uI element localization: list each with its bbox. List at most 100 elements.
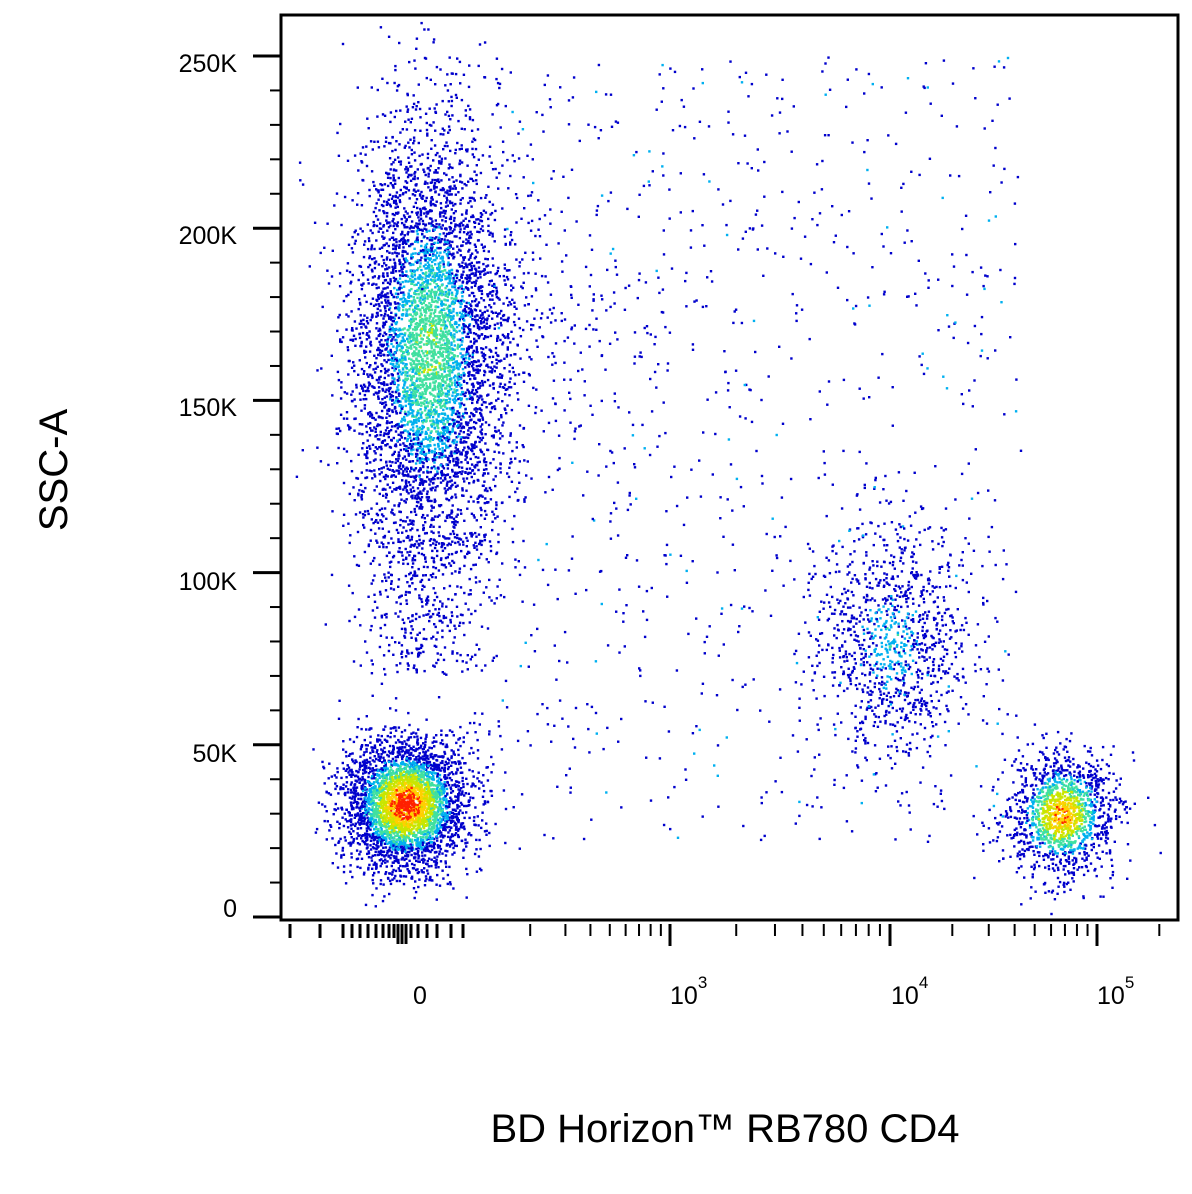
event-dot	[413, 194, 417, 197]
event-dot	[416, 386, 419, 389]
event-dot	[375, 485, 378, 488]
event-dot	[430, 139, 433, 142]
event-dot	[457, 248, 461, 251]
event-dot	[403, 265, 406, 269]
event-dot	[395, 412, 398, 415]
event-dot	[456, 585, 459, 588]
event-dot	[398, 425, 401, 428]
event-dot	[475, 173, 478, 177]
event-dot	[416, 447, 420, 450]
event-dot	[441, 187, 445, 190]
event-dot	[535, 111, 538, 114]
event-dot	[443, 240, 447, 243]
event-dot	[488, 155, 491, 158]
event-dot	[351, 591, 354, 595]
event-dot	[370, 624, 373, 628]
event-dot	[424, 406, 427, 410]
event-dot	[405, 466, 408, 469]
event-dot	[465, 301, 468, 305]
event-dot	[381, 231, 385, 234]
event-dot	[460, 361, 464, 364]
event-dot	[419, 312, 423, 315]
event-dot	[425, 211, 428, 214]
event-dot	[409, 470, 412, 473]
event-dot	[381, 265, 384, 268]
event-dot	[441, 404, 444, 408]
event-dot	[401, 304, 404, 307]
event-dot	[415, 198, 419, 201]
event-dot	[387, 141, 391, 145]
event-dot	[405, 218, 408, 221]
event-dot	[373, 371, 377, 374]
event-dot	[392, 295, 396, 299]
event-dot	[439, 431, 442, 434]
event-dot	[348, 619, 351, 623]
event-dot	[387, 299, 390, 302]
event-dot	[381, 416, 384, 420]
event-dot	[402, 291, 405, 294]
event-dot	[459, 174, 462, 178]
event-dot	[350, 280, 353, 283]
event-dot	[357, 492, 360, 495]
event-dot	[408, 262, 411, 265]
event-dot	[384, 287, 387, 290]
event-dot	[509, 233, 512, 237]
event-dot	[453, 388, 456, 391]
event-dot	[486, 335, 490, 339]
event-dot	[475, 365, 479, 368]
event-dot	[463, 564, 466, 568]
event-dot	[432, 476, 435, 480]
event-dot	[474, 274, 478, 277]
event-dot	[438, 338, 441, 341]
event-dot	[452, 340, 456, 343]
event-dot	[440, 456, 444, 459]
event-dot	[435, 319, 438, 322]
event-dot	[387, 295, 390, 299]
event-dot	[462, 314, 465, 317]
event-dot	[347, 522, 350, 525]
event-dot	[371, 231, 374, 235]
event-dot	[374, 206, 377, 210]
event-dot	[462, 288, 465, 291]
event-dot	[405, 470, 408, 473]
event-dot	[431, 198, 434, 201]
event-dot	[435, 405, 438, 409]
event-dot	[513, 382, 516, 385]
event-dot	[449, 166, 452, 169]
event-dot	[491, 235, 494, 238]
event-dot	[423, 363, 426, 367]
event-dot	[391, 377, 394, 380]
event-dot	[353, 364, 356, 367]
event-dot	[430, 303, 433, 307]
event-dot	[449, 185, 452, 188]
event-dot	[437, 238, 440, 242]
event-dot	[440, 300, 444, 303]
event-dot	[431, 254, 435, 257]
event-dot	[441, 313, 444, 317]
event-dot	[450, 413, 454, 417]
event-dot	[397, 376, 401, 379]
event-dot	[435, 322, 438, 325]
event-dot	[452, 277, 455, 280]
event-dot	[417, 293, 420, 296]
event-dot	[396, 288, 399, 292]
event-dot	[403, 424, 406, 427]
event-dot	[378, 446, 381, 449]
event-dot	[471, 314, 474, 317]
event-dot	[383, 331, 386, 334]
event-dot	[449, 516, 452, 519]
event-dot	[389, 111, 393, 114]
event-dot	[437, 387, 440, 391]
event-dot	[493, 240, 496, 243]
event-dot	[475, 322, 478, 325]
event-dot	[430, 147, 433, 150]
event-dot	[417, 542, 420, 546]
event-dot	[419, 331, 423, 335]
event-dot	[410, 447, 413, 450]
event-dot	[430, 451, 434, 454]
event-dot	[396, 401, 399, 404]
event-dot	[420, 552, 424, 556]
event-dot	[386, 274, 389, 278]
event-dot	[417, 360, 421, 363]
event-dot	[445, 201, 448, 204]
